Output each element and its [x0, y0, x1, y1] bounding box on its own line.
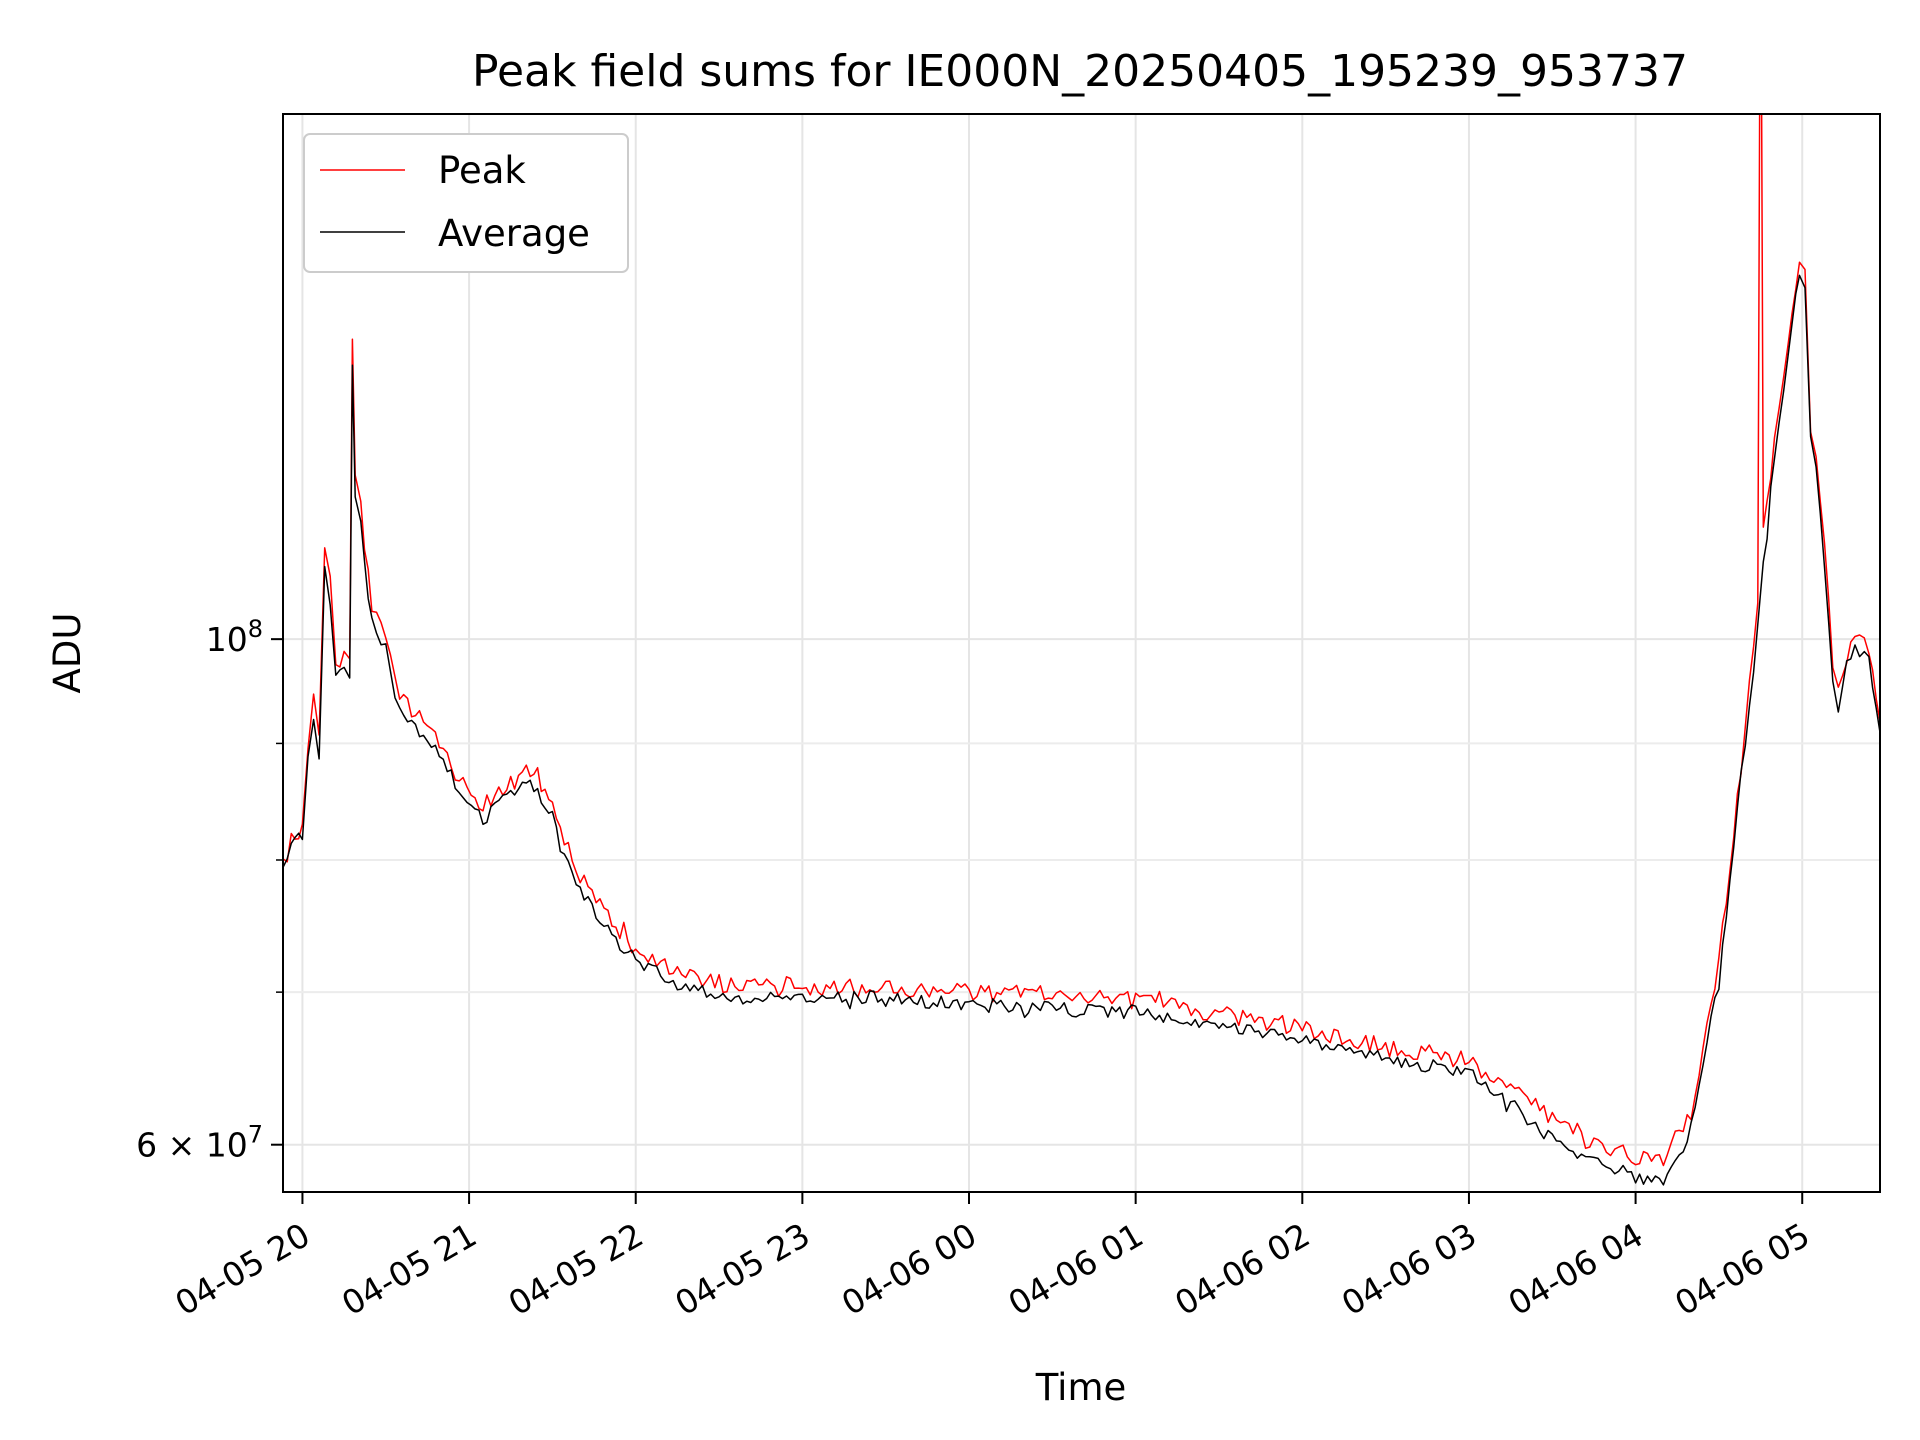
plot-frame: [282, 113, 1881, 1193]
series-line-average: [283, 274, 1880, 1186]
series-layer: [283, 114, 1880, 1186]
legend-label-average: Average: [438, 212, 590, 255]
x-axis-label: Time: [1035, 1366, 1127, 1409]
y-minor-ticks: [276, 742, 283, 993]
y-tick-label: 108: [206, 615, 263, 659]
legend-box: [303, 133, 629, 273]
y-axis-label: ADU: [46, 613, 89, 694]
legend: Peak Average: [303, 133, 629, 273]
y-tick-label: 6 × 107: [136, 1121, 263, 1165]
chart-title: Peak field sums for IE000N_20250405_1952…: [472, 46, 1688, 97]
grid: [283, 114, 1880, 1192]
y-axis-ticks: 108 6 × 107: [136, 615, 283, 1165]
legend-label-peak: Peak: [438, 149, 526, 192]
series-line-peak: [283, 114, 1880, 1167]
